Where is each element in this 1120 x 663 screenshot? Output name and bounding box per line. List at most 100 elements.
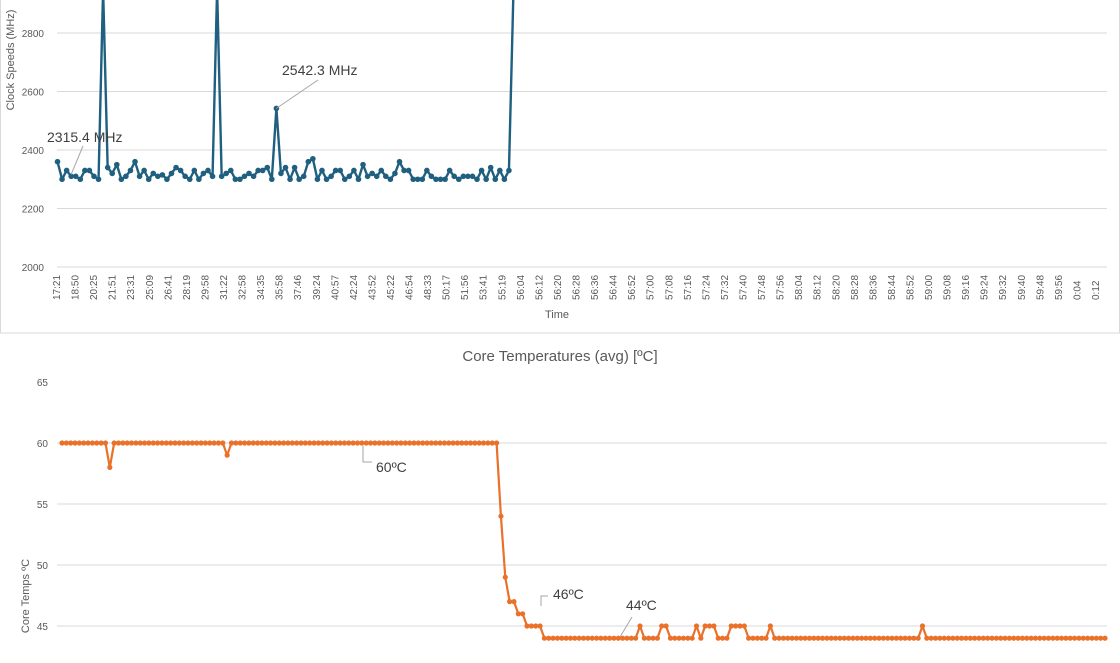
data-point (323, 176, 330, 183)
x-tick-label: 57:00 (646, 275, 657, 300)
data-point (689, 635, 695, 641)
data-point (196, 176, 202, 183)
x-tick-label: 25:09 (145, 275, 156, 300)
data-point (576, 635, 582, 641)
data-point (963, 635, 969, 641)
x-tick-label: 56:12 (534, 275, 545, 300)
x-tick-label: 42:24 (349, 275, 360, 300)
data-point (1076, 635, 1082, 641)
data-point (287, 176, 293, 183)
data-point (906, 635, 913, 641)
data-point (1015, 635, 1021, 641)
data-point (95, 176, 102, 183)
x-tick-label: 58:04 (794, 275, 805, 300)
data-point (492, 176, 499, 183)
data-point (1006, 635, 1012, 641)
data-point (82, 167, 88, 174)
x-tick-label: 58:20 (831, 275, 842, 300)
data-point (246, 170, 252, 177)
data-point (72, 173, 79, 180)
data-point (719, 635, 726, 641)
x-tick-label: 56:20 (553, 275, 564, 300)
data-point (120, 440, 126, 446)
data-label: 44ºC (626, 597, 657, 613)
data-point (109, 170, 116, 177)
data-point (737, 623, 743, 629)
data-point (798, 635, 804, 641)
data-point (945, 635, 952, 641)
data-point (741, 623, 747, 629)
temp-chart-y-ticks: 45 50 55 60 65 (37, 378, 49, 633)
data-point (394, 440, 400, 446)
data-point (341, 440, 348, 446)
data-point (493, 440, 500, 446)
data-point (659, 623, 665, 629)
data-point (186, 176, 193, 183)
data-point (802, 635, 808, 641)
data-point (559, 635, 565, 641)
y-tick-label: 60 (37, 439, 49, 450)
data-point (246, 440, 252, 446)
callout-leader (540, 595, 548, 606)
data-point (150, 440, 156, 446)
x-tick-label: 23:31 (126, 275, 137, 300)
data-point (419, 176, 426, 183)
data-point (59, 440, 65, 446)
data-point (467, 440, 474, 446)
data-point (305, 158, 312, 165)
data-point (1041, 635, 1047, 641)
callout-leader (70, 145, 84, 175)
data-point (489, 440, 495, 446)
data-point (310, 155, 316, 162)
clock-chart-x-axis-label: Time (545, 309, 569, 321)
data-point (501, 176, 508, 183)
data-point (341, 176, 348, 183)
data-point (911, 635, 917, 641)
data-point (227, 167, 234, 174)
y-tick-label: 2400 (22, 146, 45, 157)
data-point (515, 611, 521, 617)
data-point (919, 623, 926, 629)
data-point (278, 170, 284, 177)
data-point (367, 440, 374, 446)
data-point (828, 635, 834, 641)
data-point (410, 176, 416, 183)
data-point (250, 173, 257, 180)
x-tick-label: 32:58 (238, 275, 249, 300)
data-point (218, 173, 225, 180)
data-point (1002, 635, 1008, 641)
data-point (1032, 635, 1039, 641)
data-point (850, 635, 856, 641)
data-point (320, 440, 326, 446)
data-point (168, 440, 174, 446)
data-point (554, 635, 561, 641)
data-point (958, 635, 965, 641)
data-point (396, 158, 403, 165)
data-point (207, 440, 213, 446)
data-point (54, 158, 61, 165)
x-tick-label: 59:40 (1017, 275, 1028, 300)
data-point (754, 635, 760, 641)
data-point (282, 164, 289, 171)
x-tick-label: 51:56 (460, 275, 471, 300)
data-point (215, 440, 222, 446)
x-tick-label: 59:56 (1054, 275, 1065, 300)
x-tick-label: 59:08 (943, 275, 954, 300)
y-tick-label: 2600 (22, 88, 45, 99)
x-tick-label: 0:04 (1072, 280, 1083, 300)
data-point (94, 440, 100, 446)
data-point (1028, 635, 1034, 641)
data-point (533, 623, 539, 629)
data-point (859, 635, 865, 641)
data-point (469, 173, 476, 180)
x-tick-label: 59:00 (924, 275, 935, 300)
data-point (646, 635, 652, 641)
data-point (155, 440, 161, 446)
data-point (863, 635, 869, 641)
data-point (415, 440, 421, 446)
data-point (289, 440, 295, 446)
temp-chart-title: Core Temperatures (avg) [ºC] (462, 348, 657, 365)
data-point (420, 440, 426, 446)
data-point (593, 635, 600, 641)
